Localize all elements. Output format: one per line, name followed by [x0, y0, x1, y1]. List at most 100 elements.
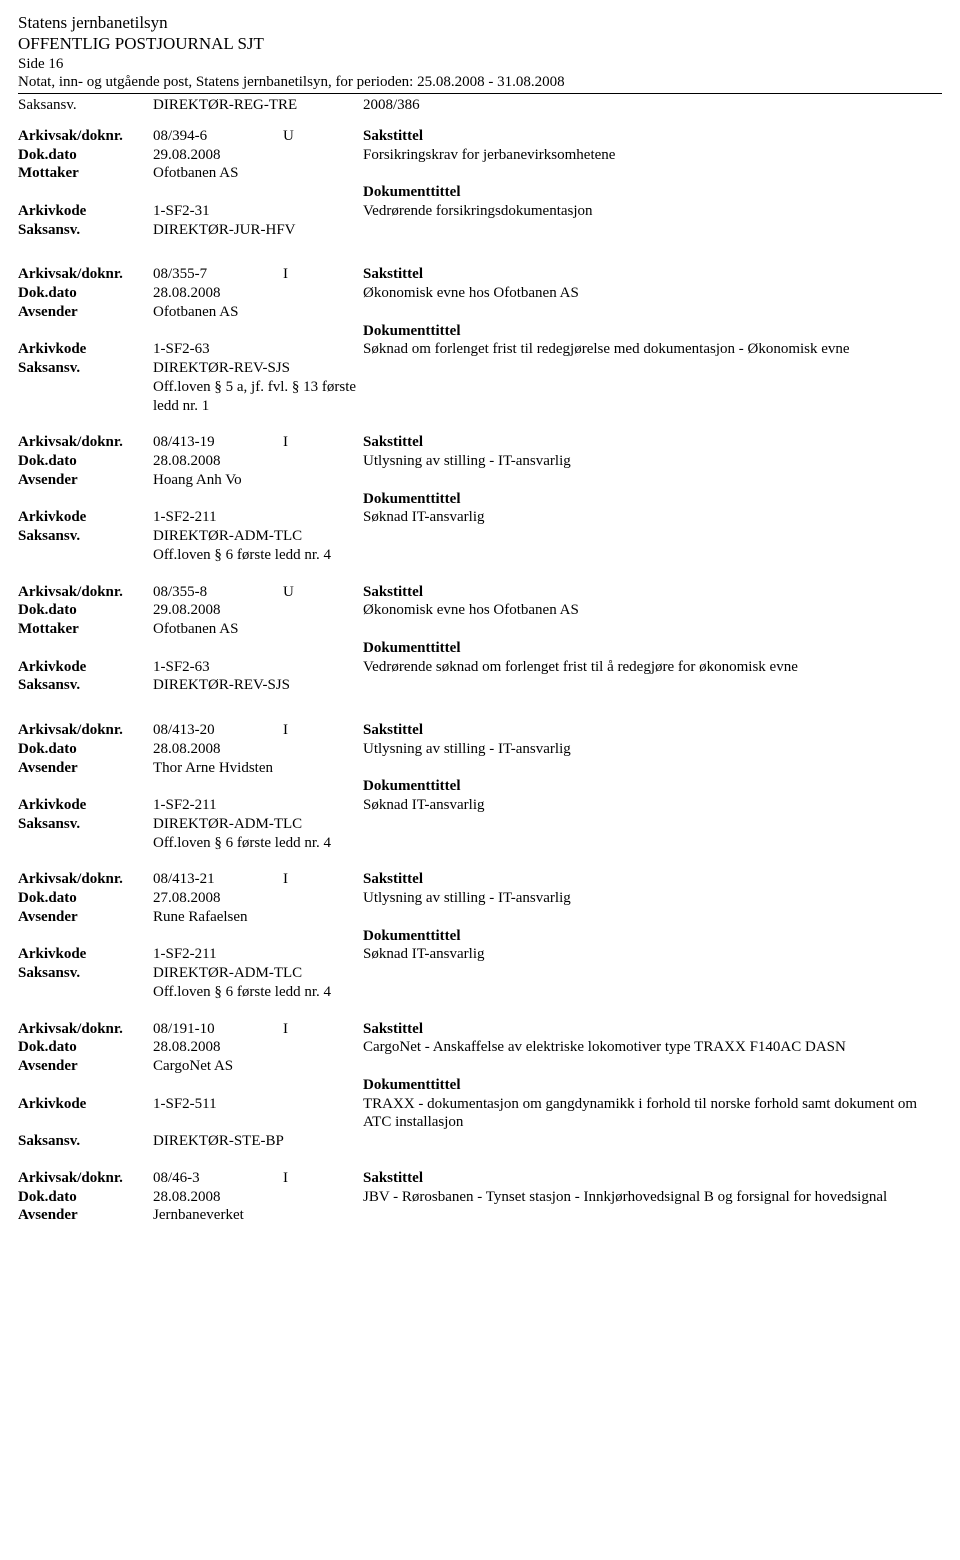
arkivsak-value: 08/394-6U — [153, 127, 363, 146]
page-header: Statens jernbanetilsyn OFFENTLIG POSTJOU… — [18, 12, 942, 94]
sakstittel-text: Utlysning av stilling - IT-ansvarlig — [363, 740, 942, 759]
arkivsak-value: 08/355-8U — [153, 583, 363, 602]
offloven-text: Off.loven § 6 første ledd nr. 4 — [153, 983, 363, 1002]
party-label: Avsender — [18, 759, 153, 778]
saksansv-value: DIREKTØR-ADM-TLC — [153, 964, 363, 983]
dokdato-value: 28.08.2008 — [153, 740, 363, 759]
arkivkode-value: 1-SF2-211 — [153, 945, 363, 964]
top-saksansv-value: DIREKTØR-REG-TRE — [153, 96, 363, 115]
arkivsak-label: Arkivsak/doknr. — [18, 1169, 153, 1188]
top-saksansv-code: 2008/386 — [363, 96, 942, 115]
arkivsak-value: 08/413-20I — [153, 721, 363, 740]
party-value: Ofotbanen AS — [153, 164, 363, 183]
sakstittel-text: Utlysning av stilling - IT-ansvarlig — [363, 452, 942, 471]
saksansv-value: DIREKTØR-JUR-HFV — [153, 221, 363, 240]
doktittel-text: Søknad om forlenget frist til redegjørel… — [363, 340, 942, 359]
dokumenttittel-label: Dokumenttittel — [363, 490, 942, 509]
arkivsak-label: Arkivsak/doknr. — [18, 127, 153, 146]
offloven-text: Off.loven § 6 første ledd nr. 4 — [153, 834, 363, 853]
dokumenttittel-label: Dokumenttittel — [363, 777, 942, 796]
doktittel-text: Vedrørende forsikringsdokumentasjon — [363, 202, 942, 221]
org-name: Statens jernbanetilsyn — [18, 12, 942, 33]
dokdato-label: Dok.dato — [18, 1038, 153, 1057]
arkivsak-value: 08/46-3I — [153, 1169, 363, 1188]
dokdato-value: 28.08.2008 — [153, 1188, 363, 1207]
arkivkode-value: 1-SF2-63 — [153, 340, 363, 359]
arkivkode-label: Arkivkode — [18, 202, 153, 221]
saksansv-label: Saksansv. — [18, 815, 153, 834]
dokdato-value: 27.08.2008 — [153, 889, 363, 908]
arkivsak-value: 08/355-7I — [153, 265, 363, 284]
arkivsak-label: Arkivsak/doknr. — [18, 870, 153, 889]
arkivkode-label: Arkivkode — [18, 1095, 153, 1133]
arkivsak-label: Arkivsak/doknr. — [18, 583, 153, 602]
party-right — [363, 303, 942, 322]
saksansv-value: DIREKTØR-STE-BP — [153, 1132, 363, 1151]
period-line: Notat, inn- og utgående post, Statens je… — [18, 73, 942, 94]
saksansv-value: DIREKTØR-ADM-TLC — [153, 815, 363, 834]
saksansv-value: DIREKTØR-ADM-TLC — [153, 527, 363, 546]
party-label: Avsender — [18, 471, 153, 490]
saksansv-value: DIREKTØR-REV-SJS — [153, 676, 363, 695]
saksansv-label: Saksansv. — [18, 96, 153, 115]
sakstittel-text: Utlysning av stilling - IT-ansvarlig — [363, 889, 942, 908]
party-label: Avsender — [18, 1057, 153, 1076]
arkivkode-value: 1-SF2-63 — [153, 658, 363, 677]
arkivsak-label: Arkivsak/doknr. — [18, 433, 153, 452]
saksansv-label: Saksansv. — [18, 1132, 153, 1151]
dokdato-label: Dok.dato — [18, 1188, 153, 1207]
arkivkode-label: Arkivkode — [18, 340, 153, 359]
sakstittel-text: JBV - Rørosbanen - Tynset stasjon - Innk… — [363, 1188, 942, 1207]
arkivsak-label: Arkivsak/doknr. — [18, 265, 153, 284]
journal-entry: Arkivsak/doknr.08/355-8USakstittelDok.da… — [18, 573, 942, 704]
arkivsak-label: Arkivsak/doknr. — [18, 1020, 153, 1039]
journal-entry: Arkivsak/doknr.08/413-19ISakstittelDok.d… — [18, 423, 942, 564]
saksansv-label: Saksansv. — [18, 964, 153, 983]
dokdato-value: 28.08.2008 — [153, 1038, 363, 1057]
arkivsak-value: 08/413-21I — [153, 870, 363, 889]
journal-entry: Arkivsak/doknr.08/394-6USakstittelDok.da… — [18, 117, 942, 248]
dokdato-label: Dok.dato — [18, 146, 153, 165]
journal-entry: Arkivsak/doknr.08/46-3ISakstittel Dok.dat… — [18, 1159, 942, 1225]
party-value: Hoang Anh Vo — [153, 471, 363, 490]
arkivsak-value: 08/191-10I — [153, 1020, 363, 1039]
party-value: Ofotbanen AS — [153, 303, 363, 322]
dokdato-value: 29.08.2008 — [153, 601, 363, 620]
dokumenttittel-label: Dokumenttittel — [363, 927, 942, 946]
dokdato-label: Dok.dato — [18, 889, 153, 908]
dokumenttittel-label: Dokumenttittel — [363, 1076, 942, 1095]
saksansv-value: DIREKTØR-REV-SJS — [153, 359, 363, 378]
arkivkode-value: 1-SF2-511 — [153, 1095, 363, 1133]
party-label: Avsender — [18, 303, 153, 322]
sakstittel-label: Sakstittel — [363, 433, 942, 452]
arkivkode-label: Arkivkode — [18, 796, 153, 815]
doktittel-text: Vedrørende søknad om forlenget frist til… — [363, 658, 942, 677]
party-right — [363, 620, 942, 639]
sakstittel-label: Sakstittel — [363, 870, 942, 889]
party-right — [363, 164, 942, 183]
dokumenttittel-label: Dokumenttittel — [363, 322, 942, 341]
party-value: Jernbaneverket — [153, 1206, 363, 1225]
sakstittel-label: Sakstittel — [363, 265, 942, 284]
sakstittel-text: CargoNet - Anskaffelse av elektriske lok… — [363, 1038, 942, 1057]
dokdato-label: Dok.dato — [18, 284, 153, 303]
party-value: Ofotbanen AS — [153, 620, 363, 639]
sakstittel-text: Økonomisk evne hos Ofotbanen AS — [363, 601, 942, 620]
journal-entry: Arkivsak/doknr.08/413-20ISakstittelDok.d… — [18, 711, 942, 852]
party-right — [363, 1057, 942, 1076]
party-right — [363, 908, 942, 927]
sakstittel-text: Økonomisk evne hos Ofotbanen AS — [363, 284, 942, 303]
dokdato-label: Dok.dato — [18, 452, 153, 471]
journal-title: OFFENTLIG POSTJOURNAL SJT — [18, 33, 942, 54]
saksansv-label: Saksansv. — [18, 527, 153, 546]
sakstittel-label: Sakstittel — [363, 1169, 942, 1188]
sakstittel-label: Sakstittel — [363, 721, 942, 740]
arkivkode-label: Arkivkode — [18, 945, 153, 964]
sakstittel-text: Forsikringskrav for jerbanevirksomhetene — [363, 146, 942, 165]
journal-entry: Arkivsak/doknr.08/413-21ISakstittel Dok.d… — [18, 860, 942, 1001]
doktittel-text: Søknad IT-ansvarlig — [363, 796, 942, 815]
arkivsak-label: Arkivsak/doknr. — [18, 721, 153, 740]
doktittel-text: TRAXX - dokumentasjon om gangdynamikk i … — [363, 1095, 942, 1133]
sakstittel-label: Sakstittel — [363, 583, 942, 602]
party-value: CargoNet AS — [153, 1057, 363, 1076]
